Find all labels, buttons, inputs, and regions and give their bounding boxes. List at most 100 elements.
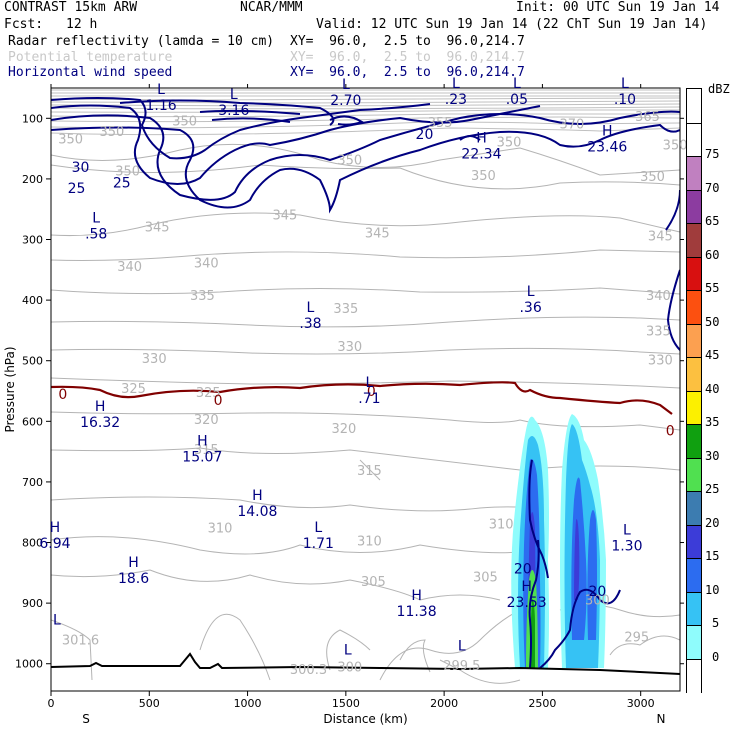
colorbar-label-35: 35 xyxy=(705,415,720,429)
x-tick-label-2500: 2500 xyxy=(528,697,556,710)
theta-label-10: 350 xyxy=(663,139,688,154)
theta-label-15: 345 xyxy=(648,229,673,244)
y-tick-label-500: 500 xyxy=(22,355,43,368)
title-left: CONTRAST 15km ARW xyxy=(4,0,138,15)
header: CONTRAST 15km ARW NCAR/MMM Init: 00 UTC … xyxy=(0,0,740,84)
field-3-name: Horizontal wind speed xyxy=(8,65,173,80)
colorbar-label-60: 60 xyxy=(705,247,720,262)
y-tick-label-300: 300 xyxy=(22,234,43,247)
theta-label-40: 300.3 xyxy=(290,663,327,678)
theta-label-29: 315 xyxy=(194,443,219,458)
hl-value-7: 23.46 xyxy=(587,139,627,155)
colorbar-label-70: 70 xyxy=(705,180,720,195)
colorbar-cell-10 xyxy=(687,457,701,492)
theta-label-34: 305 xyxy=(361,575,386,590)
theta-label-31: 310 xyxy=(489,517,514,532)
fcst-label: Fcst: xyxy=(4,17,44,32)
hl-value-15: 1.71 xyxy=(303,536,334,552)
org-label: NCAR/MMM xyxy=(240,0,303,15)
hl-value-19: 11.38 xyxy=(397,604,437,620)
y-tick-label-900: 900 xyxy=(22,597,43,610)
y-tick-label-100: 100 xyxy=(22,112,43,125)
colorbar-label-0: 0 xyxy=(712,649,720,664)
colorbar-label-45: 45 xyxy=(705,348,720,362)
colorbar-cell-15 xyxy=(687,625,701,660)
hl-letter-4: L xyxy=(513,76,521,92)
hl-letter-19: H xyxy=(411,588,422,604)
theta-label-21: 335 xyxy=(646,325,671,340)
colorbar-title: dBZ xyxy=(708,82,730,96)
theta-label-35: 305 xyxy=(473,571,498,586)
hl-letter-17: L xyxy=(623,523,631,539)
hl-value-5: .10 xyxy=(614,92,636,108)
field-1-name: Radar reflectivity (lamda = 10 cm) xyxy=(8,34,275,49)
colorbar-label-25: 25 xyxy=(705,482,720,496)
wind-label-7: 0 xyxy=(214,393,223,409)
colorbar-cell-12 xyxy=(687,524,701,559)
hl-letter-13: H xyxy=(197,434,208,450)
hl-letter-14: H xyxy=(252,488,263,504)
hl-letter-7: H xyxy=(602,123,613,139)
colorbar-label-5: 5 xyxy=(712,616,720,630)
hl-letter-21: L xyxy=(53,612,61,628)
wind-label-6: 0 xyxy=(58,387,67,403)
hl-letter-12: H xyxy=(95,399,106,415)
theta-label-2: 350 xyxy=(497,136,522,151)
hl-letter-20: H xyxy=(521,579,532,595)
x-tick-label-1500: 1500 xyxy=(332,697,360,710)
terrain-line xyxy=(50,652,681,675)
theta-label-24: 330 xyxy=(648,354,673,369)
theta-label-14: 345 xyxy=(145,220,170,235)
colorbar-cell-5 xyxy=(687,290,701,325)
y-tick-label-400: 400 xyxy=(22,294,43,307)
hl-value-13: 15.07 xyxy=(182,450,222,466)
theta-label-13: 345 xyxy=(365,226,390,241)
colorbar-cell-11 xyxy=(687,491,701,526)
x-tick-label-0: 0 xyxy=(48,697,55,710)
theta-contours xyxy=(51,143,680,684)
colorbar-label-10: 10 xyxy=(705,582,720,597)
colorbar-label-30: 30 xyxy=(705,448,720,463)
hl-letter-6: H xyxy=(476,131,487,147)
hl-letter-10: L xyxy=(527,284,535,300)
hl-value-9: .38 xyxy=(299,316,321,332)
x-end-label-n: N xyxy=(657,712,666,726)
hl-letter-1: L xyxy=(230,87,238,103)
hl-letter-15: L xyxy=(314,520,322,536)
x-tick-label-2000: 2000 xyxy=(430,697,458,710)
x-end-label-s: S xyxy=(82,712,90,726)
colorbar-cell-1 xyxy=(687,156,701,191)
y-tick-label-700: 700 xyxy=(22,476,43,489)
x-tick-label-500: 500 xyxy=(139,697,160,710)
theta-label-18: 340 xyxy=(646,289,671,304)
colorbar-cell-14 xyxy=(687,591,701,626)
theta-label-3: 350 xyxy=(337,154,362,169)
theta-label-12: 345 xyxy=(272,208,297,223)
y-axis-title: Pressure (hPa) xyxy=(3,346,17,432)
theta-label-1: 350 xyxy=(172,114,197,129)
wind-label-8: 0 xyxy=(367,384,376,400)
wind-label-0: 30 xyxy=(72,160,90,176)
theta-label-23: 330 xyxy=(142,352,167,367)
x-axis-title: Distance (km) xyxy=(323,712,407,726)
colorbar-label-20: 20 xyxy=(705,515,720,530)
colorbar xyxy=(686,88,702,693)
wind-label-1: 25 xyxy=(68,181,86,197)
hl-letter-8: L xyxy=(92,211,100,227)
theta-label-5: 350 xyxy=(471,169,496,184)
colorbar-cell-16 xyxy=(687,658,701,693)
hl-letter-16: H xyxy=(50,520,61,536)
theta-label-26: 325 xyxy=(196,386,221,401)
zero-contour xyxy=(51,381,673,415)
theta-label-17: 340 xyxy=(194,257,219,272)
hl-letter-9: L xyxy=(307,300,315,316)
theta-label-4: 350 xyxy=(115,165,140,180)
theta-label-9: 355 xyxy=(428,116,453,131)
colorbar-label-65: 65 xyxy=(705,214,720,228)
field-2-xy: XY= 96.0, 2.5 to 96.0,214.7 xyxy=(290,50,525,65)
x-tick-label-1000: 1000 xyxy=(234,697,262,710)
colorbar-cell-4 xyxy=(687,256,701,291)
radar-reflectivity xyxy=(511,414,606,668)
wind-speed-contours xyxy=(51,97,680,669)
wind-label-3: 20 xyxy=(416,127,434,143)
